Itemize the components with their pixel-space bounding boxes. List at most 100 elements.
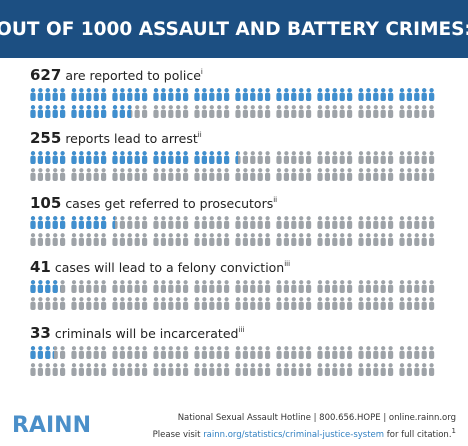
icon [134,105,140,118]
icon [78,280,84,293]
icon [291,105,297,118]
icon [160,151,166,164]
icon [276,105,282,118]
icon [276,363,282,376]
icon [291,346,297,359]
citation-link[interactable]: rainn.org/statistics/criminal-justice-sy… [203,430,384,440]
icon [421,88,427,101]
icon [291,233,297,246]
row-note: ii [198,131,202,139]
icon [339,363,345,376]
icon [45,151,51,164]
icon [324,297,330,310]
icon [380,280,386,293]
icon [45,280,51,293]
icon [201,363,207,376]
icon [134,363,140,376]
icon [276,233,282,246]
icon [235,88,241,101]
icon [250,233,256,246]
icon [52,168,58,181]
icon [388,105,394,118]
icon [93,105,99,118]
icon [332,105,338,118]
icon [406,297,412,310]
icon [60,346,66,359]
icon [93,280,99,293]
icon [242,346,248,359]
icon [127,363,133,376]
icon [224,346,230,359]
icon [365,346,371,359]
row-note: i [201,68,203,76]
icon [101,297,107,310]
icon [339,88,345,101]
icon [209,280,215,293]
icon [347,88,353,101]
icon [399,280,405,293]
icon [358,105,364,118]
icon [86,168,92,181]
icon [142,216,148,229]
icon [127,168,133,181]
icon [283,280,289,293]
icon [265,280,271,293]
icon [119,233,125,246]
icon [429,363,435,376]
icon [406,346,412,359]
icon [134,280,140,293]
icon [276,280,282,293]
icon [414,233,420,246]
icon [414,168,420,181]
icon [160,216,166,229]
icon [421,346,427,359]
icon [142,363,148,376]
icon [388,216,394,229]
icon [332,363,338,376]
icon [224,233,230,246]
icon [134,216,140,229]
icon [160,363,166,376]
icon [112,233,118,246]
icon [201,280,207,293]
icon [242,280,248,293]
icon [78,151,84,164]
icon [388,233,394,246]
icon [250,297,256,310]
icon [134,151,140,164]
row-value: 627 [30,66,61,84]
icon [250,168,256,181]
icon [388,88,394,101]
icon [399,216,405,229]
icon [373,168,379,181]
icon [339,151,345,164]
icon [134,88,140,101]
icon [216,233,222,246]
icon [71,297,77,310]
icon [421,233,427,246]
icon [78,88,84,101]
icon [134,297,140,310]
icon [347,233,353,246]
icon [52,105,58,118]
icon [414,346,420,359]
icon [194,280,200,293]
icon [101,363,107,376]
icon [30,346,36,359]
row-text: criminals will be incarcerated [55,326,239,341]
icon [101,105,107,118]
icon [388,363,394,376]
icon [60,233,66,246]
icon [421,168,427,181]
icon [209,168,215,181]
icon [306,216,312,229]
icon [339,280,345,293]
footer-line: National Sexual Assault Hotline | 800.65… [178,413,456,423]
icon [242,105,248,118]
icon [257,363,263,376]
icon [209,105,215,118]
icon [78,363,84,376]
icon [60,151,66,164]
icon [291,363,297,376]
icon [142,346,148,359]
